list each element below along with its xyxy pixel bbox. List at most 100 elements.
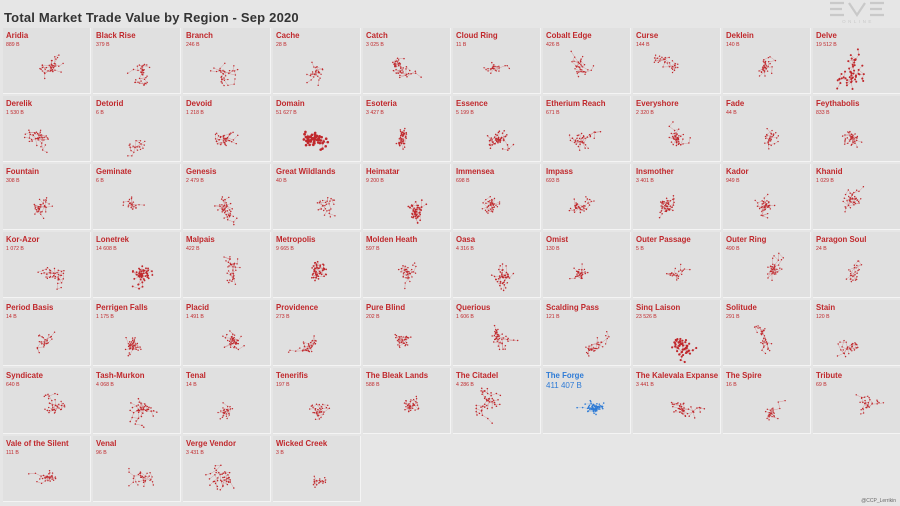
region-trade-value: 14 608 B (96, 246, 117, 252)
system-node (397, 72, 399, 74)
system-node (405, 341, 408, 344)
system-node (406, 336, 408, 339)
system-node (862, 412, 865, 414)
system-node (403, 57, 405, 60)
system-node (491, 407, 493, 409)
system-node (139, 273, 142, 275)
region-name: Stain (816, 302, 836, 312)
system-node (139, 146, 141, 148)
jump-link (841, 340, 845, 347)
system-node (774, 59, 777, 62)
region-trade-value: 111 B (6, 450, 19, 456)
system-node (317, 209, 319, 211)
jump-link (129, 349, 133, 355)
region-map-icon (128, 467, 155, 487)
region-tile: Stain 120 B (813, 300, 900, 366)
system-node (501, 148, 504, 150)
system-node (312, 143, 315, 147)
jump-link (227, 137, 234, 141)
system-node (595, 347, 597, 350)
region-map-icon (127, 140, 146, 157)
jump-link (134, 143, 142, 148)
system-node (305, 349, 308, 352)
system-node (606, 337, 608, 340)
system-node (132, 345, 134, 348)
system-node (217, 411, 219, 414)
region-map-icon (392, 57, 422, 79)
system-node (53, 331, 56, 333)
system-node (848, 131, 850, 134)
jump-link (318, 414, 324, 416)
jump-link (320, 412, 325, 418)
system-node (663, 205, 666, 207)
system-node (44, 477, 46, 479)
system-node (414, 409, 416, 411)
system-node (763, 206, 765, 209)
system-node (237, 134, 239, 137)
region-map-icon (302, 130, 330, 151)
system-node (414, 72, 417, 74)
system-node (311, 136, 314, 140)
system-node (508, 67, 511, 70)
system-node (306, 347, 309, 350)
region-tile: Syndicate 640 B (3, 368, 91, 434)
system-node (413, 262, 416, 264)
region-map-icon (214, 196, 238, 226)
system-node (852, 72, 855, 75)
system-node (586, 198, 589, 200)
system-node (134, 337, 136, 339)
system-node (856, 48, 859, 51)
system-node (128, 467, 130, 470)
system-node (768, 206, 770, 208)
jump-link (217, 206, 224, 211)
system-node (143, 406, 146, 408)
system-node (221, 82, 223, 84)
system-node (135, 343, 137, 345)
region-trade-value: 3 427 B (366, 110, 384, 116)
jump-link (232, 65, 235, 71)
system-node (214, 474, 216, 476)
system-node (139, 140, 142, 142)
jump-link (42, 65, 46, 70)
jump-link (312, 335, 315, 341)
system-node (40, 68, 42, 71)
system-node (780, 259, 783, 261)
region-name: Cobalt Edge (546, 30, 592, 40)
system-node (844, 193, 847, 196)
jump-link (858, 186, 864, 192)
system-node (676, 133, 678, 135)
jump-link (233, 278, 236, 285)
jump-link (399, 75, 406, 78)
jump-link (231, 264, 236, 268)
region-trade-value: 422 B (186, 246, 200, 252)
system-node (665, 197, 668, 200)
jump-link (151, 410, 154, 417)
system-node (772, 407, 774, 409)
system-node (668, 62, 671, 64)
system-node (481, 393, 483, 396)
region-map-icon (764, 399, 786, 421)
system-node (147, 274, 150, 277)
system-node (698, 406, 701, 409)
jump-link (767, 271, 771, 279)
jump-link (503, 337, 508, 340)
system-node (312, 406, 314, 409)
jump-link (678, 134, 684, 136)
system-node (498, 275, 501, 277)
jump-link (846, 200, 849, 206)
system-node (322, 263, 324, 266)
system-node (394, 333, 396, 336)
system-node (36, 132, 39, 135)
system-node (226, 216, 229, 218)
jump-link (134, 339, 136, 345)
system-node (308, 135, 311, 139)
system-node (668, 56, 670, 59)
jump-link (35, 473, 42, 477)
system-node (585, 196, 587, 198)
system-node (777, 401, 779, 403)
system-node (220, 75, 223, 78)
jump-link (324, 210, 328, 216)
system-node (141, 265, 144, 268)
jump-link (578, 141, 581, 147)
system-node (591, 344, 593, 346)
